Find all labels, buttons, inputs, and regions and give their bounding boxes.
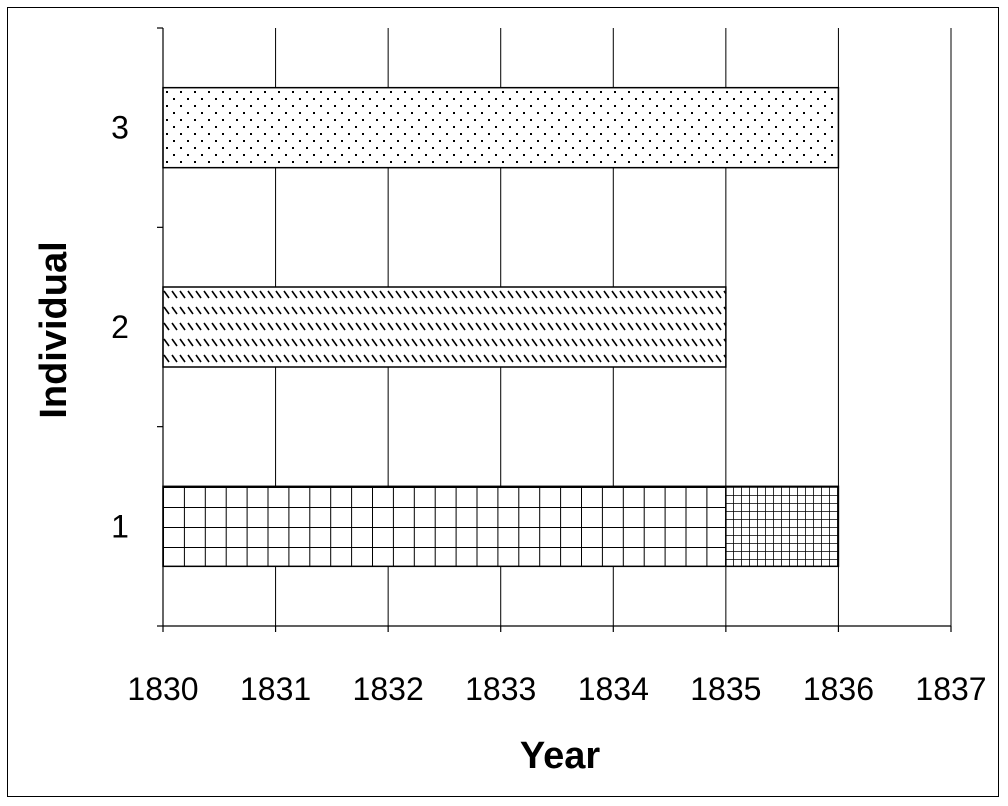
x-tick-label-1837: 1837 <box>915 671 986 707</box>
bar-individual-2-1830-1835 <box>162 286 727 368</box>
bars <box>162 86 840 568</box>
tick-labels: 1830 1831 1832 1833 1834 1835 1836 1837 1 2 3 <box>111 110 986 707</box>
axes <box>157 27 952 632</box>
x-tick-label-1831: 1831 <box>240 671 311 707</box>
y-tick-label-1: 1 <box>111 508 129 544</box>
y-axis-title: Individual <box>33 241 75 418</box>
x-axis-title: Year <box>520 735 601 777</box>
x-tick-label-1832: 1832 <box>353 671 424 707</box>
x-tick-label-1836: 1836 <box>803 671 874 707</box>
x-tick-label-1834: 1834 <box>578 671 649 707</box>
x-tick-label-1833: 1833 <box>465 671 536 707</box>
bar-individual-3-1830-1836 <box>162 86 840 169</box>
bar-individual-1-1835-1836 <box>725 485 840 568</box>
y-tick-label-2: 2 <box>111 309 129 345</box>
x-tick-label-1835: 1835 <box>690 671 761 707</box>
bar-individual-1-1830-1835 <box>162 485 727 568</box>
x-tick-label-1830: 1830 <box>127 671 198 707</box>
y-tick-label-3: 3 <box>111 110 129 146</box>
